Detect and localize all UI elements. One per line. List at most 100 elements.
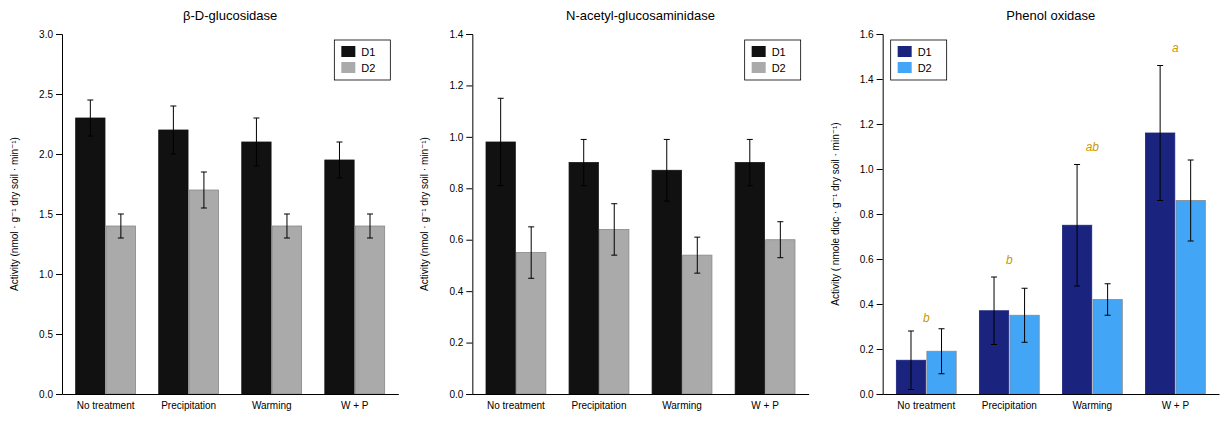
y-axis: 0.00.20.40.60.81.01.21.41.6 xyxy=(860,29,883,400)
legend-label: D2 xyxy=(918,62,932,74)
tick-mark xyxy=(466,85,472,86)
tick-label: 0.0 xyxy=(449,389,463,400)
error-bar xyxy=(664,139,670,201)
tick-mark xyxy=(877,349,883,350)
tick-mark xyxy=(56,214,62,215)
tick-mark xyxy=(877,394,883,395)
tick-mark xyxy=(466,34,472,35)
tick-mark xyxy=(56,274,62,275)
tick-label: 0.6 xyxy=(860,254,874,265)
error-bar xyxy=(498,98,504,185)
bar xyxy=(159,130,188,394)
tick: Precipitation xyxy=(571,400,626,411)
panel: 0.00.51.01.52.02.53.0No treatmentPrecipi… xyxy=(9,8,399,411)
tick: 2.5 xyxy=(39,89,62,100)
legend-item: D1 xyxy=(341,46,375,58)
tick-label: 1.4 xyxy=(860,74,874,85)
error-bar xyxy=(367,214,373,238)
legend-label: D1 xyxy=(772,46,786,58)
bar xyxy=(272,226,301,394)
error-bar xyxy=(118,214,124,238)
tick-mark xyxy=(877,214,883,215)
figure: 0.00.51.01.52.02.53.0No treatmentPrecipi… xyxy=(0,0,1231,426)
panel: 0.00.20.40.60.81.01.21.4No treatmentPrec… xyxy=(419,8,809,411)
tick-label: 1.4 xyxy=(449,29,463,40)
error-bar xyxy=(747,139,753,185)
tick: 1.0 xyxy=(39,269,62,280)
tick-label: 0.6 xyxy=(449,234,463,245)
bar xyxy=(652,170,681,394)
bar xyxy=(76,118,105,394)
tick: 1.0 xyxy=(860,164,883,175)
title: Phenol oxidase xyxy=(1006,8,1095,23)
tick: W + P xyxy=(751,400,779,411)
tick: Warming xyxy=(252,400,292,411)
error-bar xyxy=(336,142,342,178)
axis-line xyxy=(877,35,884,395)
plot-area xyxy=(896,66,1205,395)
tick-mark xyxy=(466,291,472,292)
tick: 0.8 xyxy=(449,183,472,194)
tick-label: Warming xyxy=(1073,400,1113,411)
tick-mark xyxy=(466,240,472,241)
tick: No treatment xyxy=(487,400,545,411)
tick: W + P xyxy=(1162,400,1190,411)
tick-mark xyxy=(466,343,472,344)
legend-item: D1 xyxy=(898,46,932,58)
axis-line xyxy=(473,394,809,395)
tick-label: 3.0 xyxy=(39,29,53,40)
tick: 0.0 xyxy=(39,389,62,400)
error-bar xyxy=(284,214,290,238)
series xyxy=(486,98,764,394)
bar xyxy=(189,190,218,394)
title: β-D-glucosidase xyxy=(183,8,277,23)
legend-label: D2 xyxy=(361,62,375,74)
axis-line xyxy=(466,35,473,395)
tick-label: 0.5 xyxy=(39,329,53,340)
legend: D1D2 xyxy=(745,40,801,80)
error-bar xyxy=(908,331,914,390)
tick-label: W + P xyxy=(751,400,779,411)
tick: 0.5 xyxy=(39,329,62,340)
error-bar xyxy=(528,227,534,278)
annotation: ab xyxy=(1086,140,1100,154)
error-bar xyxy=(1188,160,1194,241)
error-bar xyxy=(991,277,997,345)
error-bar xyxy=(1105,284,1111,316)
tick-label: 2.0 xyxy=(39,149,53,160)
bar xyxy=(355,226,384,394)
tick-mark xyxy=(56,394,62,395)
bar xyxy=(766,240,795,394)
tick-label: 0.0 xyxy=(39,389,53,400)
tick-mark xyxy=(466,188,472,189)
tick: Precipitation xyxy=(982,400,1037,411)
error-bar xyxy=(1022,288,1028,342)
tick-mark xyxy=(877,34,883,35)
error-bar xyxy=(253,118,259,166)
legend-label: D1 xyxy=(918,46,932,58)
tick-mark xyxy=(877,304,883,305)
tick: 1.2 xyxy=(449,80,472,91)
tick: No treatment xyxy=(897,400,955,411)
legend-frame xyxy=(891,40,947,80)
title: N-acetyl-glucosaminidase xyxy=(566,8,715,23)
tick: 3.0 xyxy=(39,29,62,40)
tick: 0.0 xyxy=(860,389,883,400)
series xyxy=(76,100,354,394)
tick-mark xyxy=(877,259,883,260)
bar xyxy=(735,163,764,394)
y-axis-title: Activity (nmol · g⁻¹ dry soil · min⁻¹) xyxy=(9,137,20,291)
y-axis-title: Activity (nmol · g⁻¹ dry soil · min⁻¹) xyxy=(419,137,430,291)
legend-swatch xyxy=(898,62,912,73)
tick-label: No treatment xyxy=(487,400,545,411)
tick-mark xyxy=(466,137,472,138)
error-bar xyxy=(170,106,176,154)
tick-label: 1.0 xyxy=(860,164,874,175)
annotation: b xyxy=(1006,253,1013,267)
plot-area xyxy=(486,98,795,394)
tick-label: 0.2 xyxy=(449,337,463,348)
tick: W + P xyxy=(341,400,369,411)
y-axis: 0.00.20.40.60.81.01.21.4 xyxy=(449,29,472,400)
y-axis: 0.00.51.01.52.02.53.0 xyxy=(39,29,62,400)
legend-item: D2 xyxy=(752,62,786,74)
